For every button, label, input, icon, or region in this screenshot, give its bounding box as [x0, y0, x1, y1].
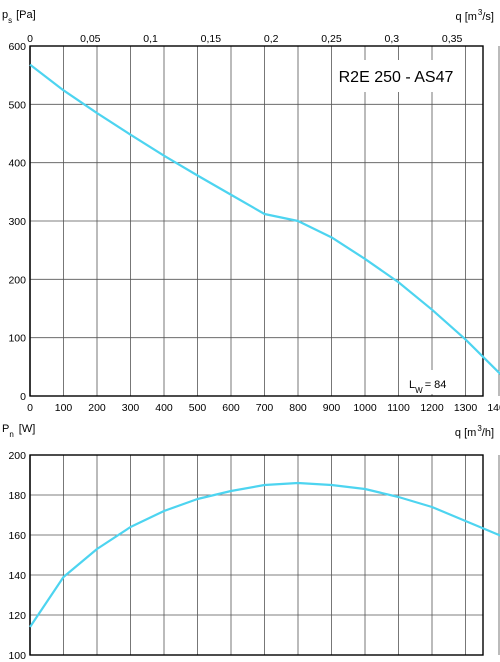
y-tick-label: 300 — [8, 216, 26, 228]
y-tick-label: 140 — [8, 570, 26, 582]
bottom-x-axis-label: q [m3/h] — [455, 424, 494, 439]
x-tick-label: 500 — [189, 402, 207, 414]
x-tick-label: 1100 — [387, 402, 410, 414]
top-x-axis-label: q [m3/s] — [456, 8, 494, 23]
top-x-tick-label: 0 — [27, 33, 33, 45]
top-x-tick-label: 0,25 — [321, 33, 342, 45]
chart-title-box: R2E 250 - AS47 — [333, 60, 459, 92]
power-curve — [29, 481, 500, 628]
x-tick-label: 1200 — [420, 402, 444, 414]
top-x-tick-label: 0,3 — [384, 33, 399, 45]
power-chart: 100 120 140 160 180 200 Pn [W] — [2, 423, 500, 662]
x-tick-label: 700 — [256, 402, 274, 414]
x-tick-label: 100 — [55, 402, 73, 414]
top-x-tick-label: 0,05 — [80, 33, 101, 45]
y-tick-label: 0 — [20, 391, 26, 403]
y-tick-label: 160 — [8, 530, 26, 542]
top-x-tick-label: 0,15 — [201, 33, 222, 45]
y-axis-label: ps [Pa] — [2, 9, 36, 25]
y-tick-label: 200 — [8, 274, 26, 286]
top-x-tick-label: 0,1 — [143, 33, 158, 45]
x-tick-label: 800 — [289, 402, 307, 414]
y-axis-label: Pn [W] — [2, 423, 35, 439]
x-tick-label: 1000 — [353, 402, 377, 414]
x-tick-label: 0 — [27, 402, 33, 414]
x-tick-label: 1300 — [454, 402, 478, 414]
title-box-bg — [333, 60, 459, 92]
y-tick-label: 600 — [8, 41, 26, 53]
x-tick-label: 400 — [155, 402, 173, 414]
annotation-bg — [405, 370, 457, 394]
y-tick-label: 100 — [8, 333, 26, 345]
pressure-curve — [29, 63, 500, 375]
y-tick-label: 180 — [8, 490, 26, 502]
top-x-tick-label: 0,35 — [442, 33, 463, 45]
y-tick-label: 500 — [8, 99, 26, 111]
y-tick-label: 400 — [8, 158, 26, 170]
x-tick-label: 200 — [88, 402, 106, 414]
y-tick-label: 100 — [8, 650, 26, 662]
top-x-tick-label: 0,2 — [264, 33, 279, 45]
y-tick-label: 200 — [8, 450, 26, 462]
x-tick-label: 300 — [122, 402, 140, 414]
x-tick-label: 600 — [222, 402, 240, 414]
chart-title: R2E 250 - AS47 — [339, 69, 454, 86]
plot-frame — [29, 454, 484, 656]
sound-level-annotation: LW = 84 — [409, 379, 446, 395]
plot-frame — [29, 45, 484, 397]
y-tick-label: 120 — [8, 610, 26, 622]
x-tick-label: 900 — [323, 402, 341, 414]
